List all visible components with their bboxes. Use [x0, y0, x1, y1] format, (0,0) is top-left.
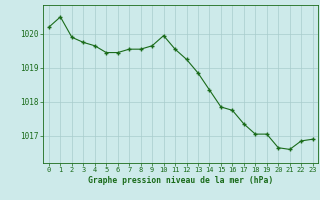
- X-axis label: Graphe pression niveau de la mer (hPa): Graphe pression niveau de la mer (hPa): [88, 176, 273, 185]
